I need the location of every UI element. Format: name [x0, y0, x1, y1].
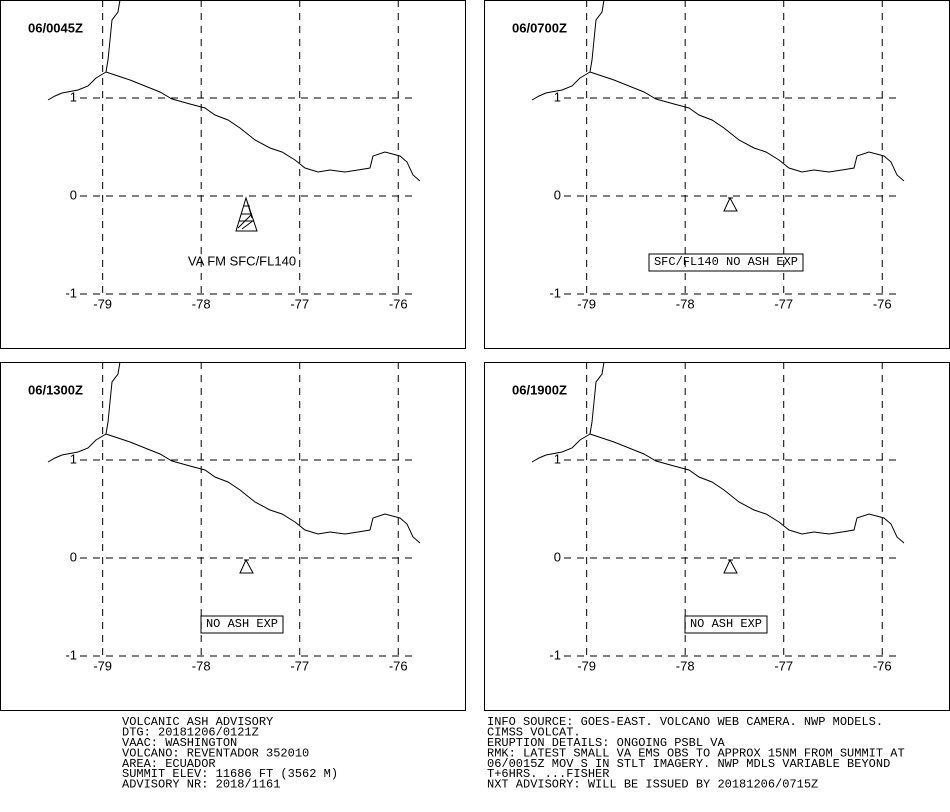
y-tick-label: 1: [554, 89, 561, 104]
footer-line: VOLCANO: REVENTADOR 352010: [122, 746, 309, 760]
panel-time: 06/1900Z: [512, 382, 567, 397]
y-tick-label: 0: [70, 187, 77, 202]
volcano-icon: [723, 558, 738, 574]
y-tick-label: 0: [70, 549, 77, 564]
y-tick-label: -1: [65, 285, 77, 300]
coastline: [589, 71, 905, 182]
annotation-box: [648, 253, 804, 272]
footer-line: AREA: ECUADOR: [122, 757, 216, 771]
panel-time: 06/1300Z: [28, 382, 83, 397]
footer-line: CIMSS VOLCAT.: [487, 726, 581, 740]
annotation: SFC/FL140 NO ASH EXP: [654, 255, 798, 269]
x-tick-label: -77: [774, 658, 793, 673]
coastline: [531, 361, 605, 463]
panel-time: 06/0045Z: [28, 20, 83, 35]
coastline: [105, 71, 421, 182]
x-tick-label: -79: [93, 296, 112, 311]
footer-line: DTG: 20181206/0121Z: [122, 726, 259, 740]
y-tick-label: 0: [554, 549, 561, 564]
footer-line: SUMMIT ELEV: 11686 FT (3562 M): [122, 767, 338, 781]
footer-line: ADVISORY NR: 2018/1161: [122, 778, 280, 792]
x-tick-label: -79: [577, 658, 596, 673]
volcano-icon: [723, 196, 738, 212]
footer-line: VAAC: WASHINGTON: [122, 736, 237, 750]
y-tick-label: -1: [549, 285, 561, 300]
footer-line: T+6HRS. ...FISHER: [487, 767, 609, 781]
coastline: [47, 361, 121, 463]
x-tick-label: -76: [389, 658, 408, 673]
y-tick-label: 1: [70, 451, 77, 466]
panel-frame: [484, 0, 950, 349]
panel-frame: [0, 362, 466, 711]
y-tick-label: 1: [554, 451, 561, 466]
footer-line: NXT ADVISORY: WILL BE ISSUED BY 20181206…: [487, 778, 818, 792]
x-tick-label: -78: [676, 658, 695, 673]
volcano-icon: [239, 558, 254, 574]
x-tick-label: -77: [774, 296, 793, 311]
annotation: NO ASH EXP: [206, 617, 278, 631]
volcano-icon: [235, 196, 258, 232]
x-tick-label: -77: [290, 296, 309, 311]
map-panel: -79 -78 -77 -76 1 0 -1 06/1300Z NO ASH EXP: [0, 361, 466, 711]
coastline: [589, 433, 905, 544]
footer-line: INFO SOURCE: GOES-EAST. VOLCANO WEB CAME…: [487, 715, 883, 729]
coastline: [531, 0, 605, 101]
footer-line: RMK: LATEST SMALL VA EMS OBS TO APPROX 1…: [487, 746, 905, 760]
coastline: [47, 0, 121, 101]
y-tick-label: -1: [549, 647, 561, 662]
x-tick-label: -78: [192, 658, 211, 673]
x-tick-label: -76: [873, 658, 892, 673]
x-tick-label: -79: [93, 658, 112, 673]
annotation: VA FM SFC/FL140: [188, 253, 296, 268]
x-tick-label: -78: [676, 296, 695, 311]
annotation-box: [684, 615, 768, 634]
footer-line: 06/0015Z MOV S IN STLT IMAGERY. NWP MDLS…: [487, 757, 890, 771]
map-panel: -79 -78 -77 -76 1 0 -1 06/0045Z VA FM SFC/FL140: [0, 0, 466, 349]
footer-line: ERUPTION DETAILS: ONGOING PSBL VA: [487, 736, 725, 750]
y-tick-label: 0: [554, 187, 561, 202]
x-tick-label: -76: [389, 296, 408, 311]
y-tick-label: -1: [65, 647, 77, 662]
annotation: NO ASH EXP: [690, 617, 762, 631]
x-tick-label: -78: [192, 296, 211, 311]
annotation-box: [200, 615, 284, 634]
footer-line: VOLCANIC ASH ADVISORY: [122, 715, 273, 729]
x-tick-label: -79: [577, 296, 596, 311]
panel-frame: [0, 0, 466, 349]
map-panel: -79 -78 -77 -76 1 0 -1 06/1900Z NO ASH EXP: [484, 361, 950, 711]
y-tick-label: 1: [70, 89, 77, 104]
coastline: [105, 433, 421, 544]
panel-frame: [484, 362, 950, 711]
panel-time: 06/0700Z: [512, 20, 567, 35]
x-tick-label: -77: [290, 658, 309, 673]
x-tick-label: -76: [873, 296, 892, 311]
map-panel: -79 -78 -77 -76 1 0 -1 06/0700Z SFC/FL140 NO ASH…: [484, 0, 950, 349]
